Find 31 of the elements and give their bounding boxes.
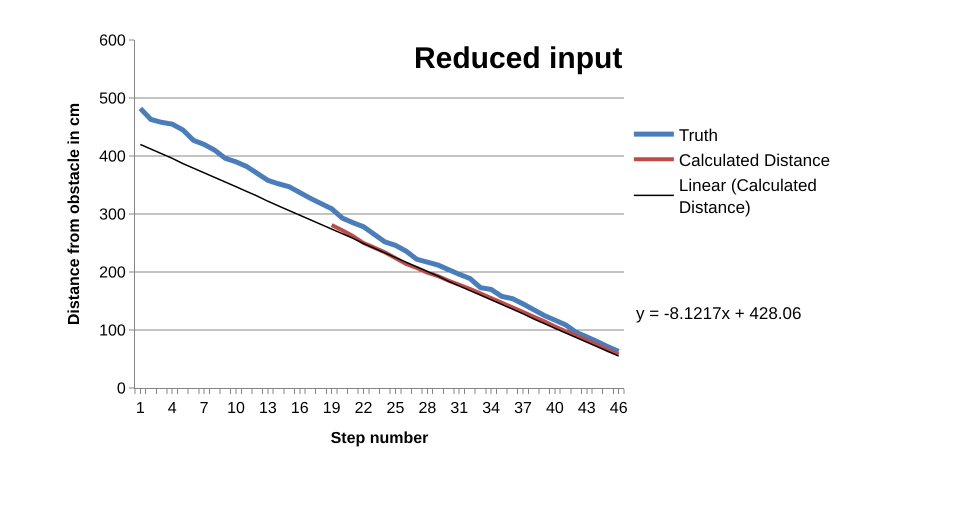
text: y = -8.1217x + 428.06	[636, 304, 802, 323]
y-tick-label: 500	[99, 90, 126, 108]
x-tick-label: 19	[322, 400, 341, 418]
legend-label: Calculated Distance	[678, 150, 830, 170]
x-tick-label: 16	[290, 400, 309, 418]
legend-label: Truth	[678, 126, 718, 145]
y-tick-label: 0	[116, 380, 126, 398]
x-tick-label: 4	[168, 400, 177, 418]
x-axis-title: Step number	[330, 430, 428, 447]
x-tick-label: 37	[514, 400, 532, 418]
x-tick-label: 1	[136, 400, 145, 418]
x-tick-label: 10	[227, 400, 245, 418]
x-tick-label: 22	[354, 400, 373, 418]
x-tick-label: 43	[578, 400, 596, 418]
x-tick-label: 25	[386, 400, 404, 418]
legend-label: Linear (Calculated Distance)	[678, 176, 817, 218]
x-tick-label: 13	[258, 400, 277, 418]
x-tick-label: 28	[418, 400, 436, 418]
y-axis-title: Distance from obstacle in cm	[66, 102, 83, 326]
line-series	[140, 144, 620, 357]
x-tick-label: 31	[450, 400, 468, 418]
x-tick-label: 7	[200, 400, 209, 418]
x-tick-label: 40	[546, 400, 564, 418]
chart-title: Reduced input	[414, 42, 622, 75]
y-tick-label: 100	[99, 322, 126, 340]
y-tick-label: 400	[99, 148, 126, 166]
x-tick-label: 34	[482, 400, 500, 418]
y-tick-label: 200	[99, 264, 126, 282]
x-tick-label: 46	[610, 400, 628, 418]
y-tick-label: 600	[99, 32, 126, 50]
y-tick-label: 300	[99, 206, 126, 224]
